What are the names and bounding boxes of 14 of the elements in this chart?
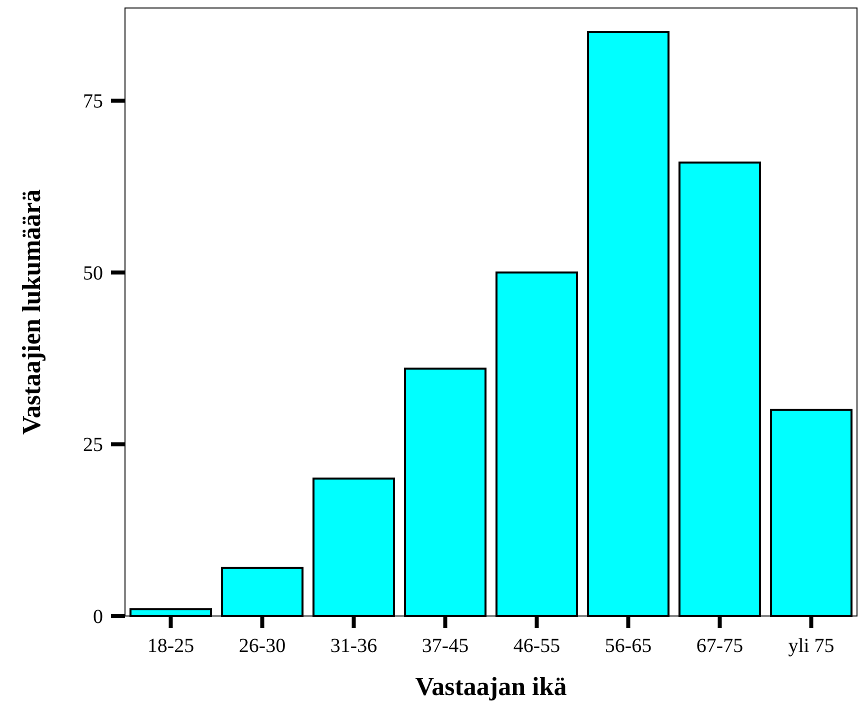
- y-tick-label: 75: [83, 90, 103, 113]
- x-tick-label: 31-36: [330, 635, 378, 657]
- x-tick-label: 26-30: [238, 635, 286, 657]
- y-axis-title: Vastaajien lukumäärä: [17, 189, 46, 435]
- y-tick-label: 25: [83, 434, 103, 456]
- x-tick-label: 56-65: [604, 635, 652, 657]
- y-tick-label: 50: [83, 262, 103, 284]
- x-tick-label: 67-75: [696, 635, 744, 657]
- x-tick-label: 18-25: [147, 635, 194, 657]
- x-axis-title: Vastaajan ikä: [415, 672, 567, 701]
- x-tick-label: 37-45: [422, 635, 469, 657]
- x-tick-label: yli 75: [788, 635, 834, 657]
- y-tick-label: 0: [93, 606, 103, 628]
- x-tick-label: 46-55: [513, 635, 560, 657]
